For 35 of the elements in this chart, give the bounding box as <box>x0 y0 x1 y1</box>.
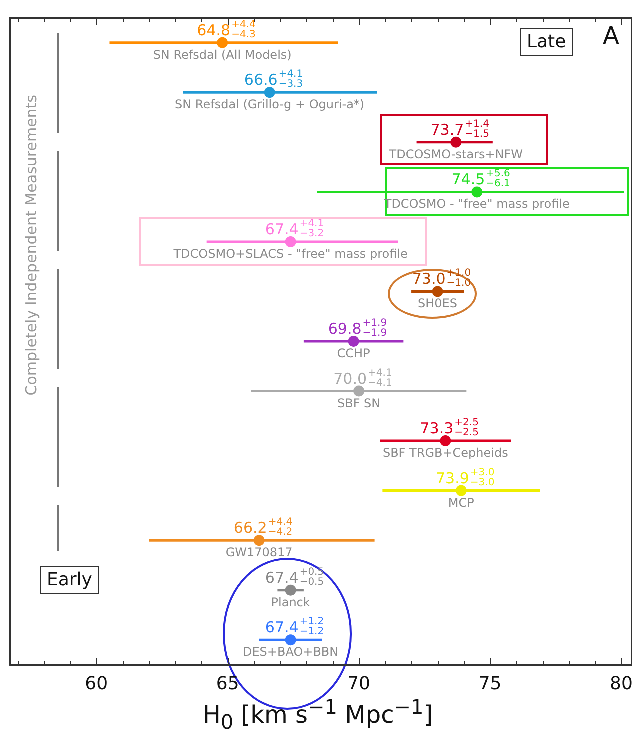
point <box>285 584 296 596</box>
x-tick-label: 80 <box>610 674 633 694</box>
y-tick-label: MCP <box>448 496 474 510</box>
x-tick-label: 60 <box>85 674 108 694</box>
y-tick-label: SBF SN <box>337 396 381 410</box>
y-tick-label: TDCOSMO+SLACS - "free" mass profile <box>172 246 408 261</box>
point <box>440 436 452 447</box>
point <box>285 634 296 646</box>
point <box>285 236 296 248</box>
point <box>348 336 360 347</box>
annotation: A <box>603 22 620 50</box>
point <box>217 37 228 48</box>
x-tick-label: 75 <box>478 674 502 694</box>
point <box>264 87 276 98</box>
annotation: Late <box>527 32 566 52</box>
point <box>456 485 467 496</box>
point <box>432 286 444 298</box>
y-tick-label: SBF TRGB+Cepheids <box>382 446 508 460</box>
y-tick-label: CCHP <box>337 346 370 360</box>
y-tick-label: TDCOSMO-stars+NFW <box>388 147 524 162</box>
x-tick-label: 65 <box>216 674 240 694</box>
point <box>472 186 483 198</box>
annotation: Early <box>47 570 93 590</box>
point <box>254 535 265 546</box>
point <box>450 136 462 148</box>
y-tick-label: SH0ES <box>418 296 458 311</box>
y-tick-label: SN Refsdal (All Models) <box>153 48 292 62</box>
y-tick-label: GW170817 <box>226 546 293 560</box>
point <box>354 386 365 397</box>
y-tick-label: DES+BAO+BBN <box>242 645 339 660</box>
x-tick-label: 70 <box>348 674 371 694</box>
y-tick-label: SN Refsdal (Grillo-g + Oguri-a*) <box>175 98 365 112</box>
x-axis-title: H$_{0}$ [km s$^{−1}$ Mpc$^{−1}$] <box>202 695 434 734</box>
y-tick-label: Planck <box>271 595 310 610</box>
annotation: Completely Independent Measurements <box>22 94 40 396</box>
